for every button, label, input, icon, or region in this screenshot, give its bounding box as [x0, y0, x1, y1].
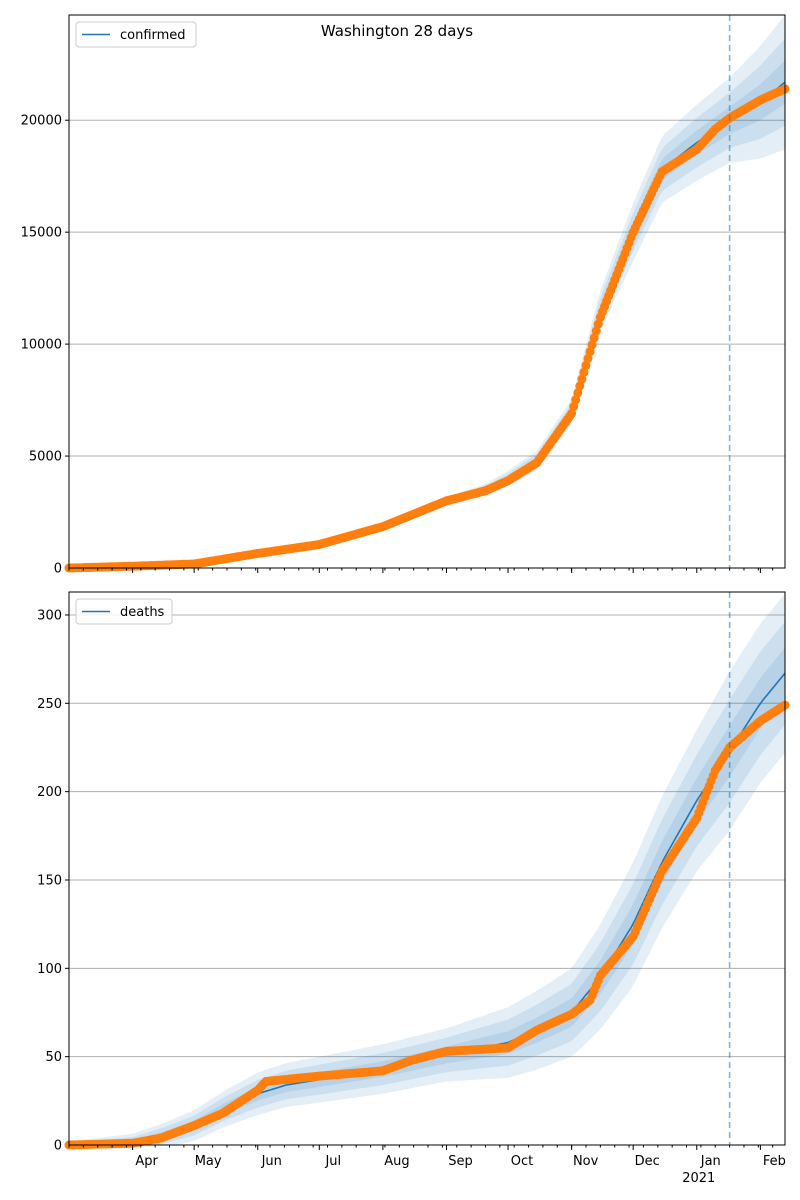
x-tick-label: Apr — [135, 1154, 158, 1169]
y-tick-label: 0 — [54, 562, 62, 577]
axes-frame — [68, 591, 786, 1146]
x-tick-label: May — [195, 1154, 222, 1169]
figure-title: Washington 28 days — [321, 22, 473, 40]
y-tick-label: 0 — [54, 1139, 62, 1154]
legend-box — [75, 598, 173, 625]
observed-point — [585, 347, 595, 357]
axes-frame — [68, 14, 786, 569]
y-tick-label: 300 — [37, 608, 62, 623]
y-tick-label: 5000 — [29, 450, 62, 465]
y-tick-label: 200 — [37, 785, 62, 800]
panel-deaths: 0 50 100 150 200 250 300 Apr May Jun Jul Aug Sep Oct N… — [37, 591, 790, 1186]
observed-point — [567, 409, 577, 418]
y-tick-label: 150 — [37, 873, 62, 888]
observed-point — [589, 333, 599, 343]
x-tick-label: Jul — [324, 1154, 341, 1169]
observed-point — [581, 360, 591, 370]
observed-point — [591, 326, 601, 336]
confidence-band-2 — [69, 621, 785, 1145]
observed-point — [573, 388, 583, 398]
panel-confirmed: 0 5000 10000 15000 20000 confirmed — [21, 14, 790, 577]
x-year-label: 2021 — [682, 1171, 715, 1186]
y-tick-label: 10000 — [21, 338, 62, 353]
x-tick-label: Feb — [763, 1154, 786, 1169]
x-tick-label: Oct — [511, 1154, 533, 1169]
observed-point — [575, 381, 585, 391]
legend-label: confirmed — [120, 28, 186, 43]
observed-point — [569, 402, 579, 412]
observed-point — [571, 395, 581, 405]
legend-box — [75, 21, 197, 48]
x-tick-label: Aug — [384, 1154, 409, 1169]
y-tick-label: 15000 — [21, 226, 62, 241]
y-tick-label: 50 — [45, 1050, 62, 1065]
observed-point — [593, 319, 603, 329]
y-tick-label: 100 — [37, 962, 62, 977]
confidence-band-1 — [69, 593, 785, 1145]
confidence-band-3 — [69, 647, 785, 1145]
y-tick-label: 250 — [37, 697, 62, 712]
observed-point — [577, 374, 587, 384]
x-tick-label: Jun — [261, 1154, 282, 1169]
y-tick-label: 20000 — [21, 114, 62, 129]
x-tick-label: Nov — [573, 1154, 599, 1169]
observed-point — [587, 340, 597, 350]
x-tick-label: Dec — [635, 1154, 660, 1169]
legend-label: deaths — [120, 605, 165, 620]
observed-point — [579, 367, 589, 377]
observed-point — [583, 354, 593, 363]
x-tick-label: Sep — [448, 1154, 473, 1169]
x-tick-label: Jan — [700, 1154, 721, 1169]
